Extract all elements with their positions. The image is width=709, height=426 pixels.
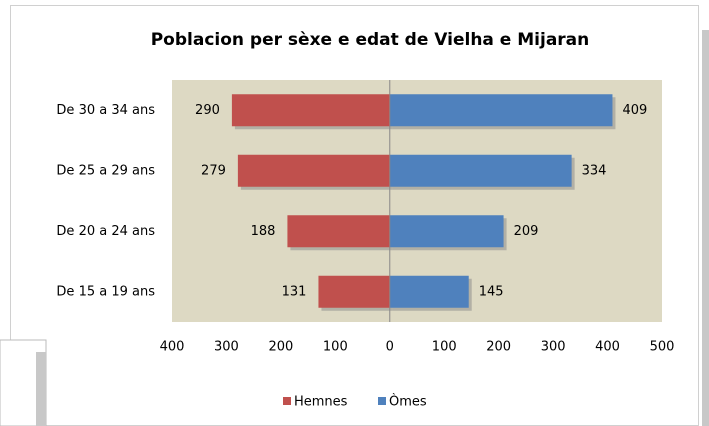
data-label: 209 (514, 224, 539, 239)
bar (389, 154, 572, 187)
data-label: 145 (479, 284, 504, 299)
x-tick-label: 100 (432, 340, 457, 355)
bar (389, 275, 469, 308)
x-tick-label: 400 (160, 340, 185, 355)
x-tick-label: 200 (268, 340, 293, 355)
data-label: 290 (195, 103, 220, 118)
x-tick-label: 300 (541, 340, 566, 355)
data-label: 334 (582, 163, 607, 178)
y-tick-label: De 15 a 19 ans (56, 284, 155, 299)
bar (389, 94, 613, 127)
chart-title: Poblacion per sèxe e edat de Vielha e Mi… (151, 30, 590, 50)
window-edge (702, 30, 709, 426)
window-fragment-bar (36, 352, 46, 426)
bar (231, 94, 390, 127)
data-label: 409 (622, 103, 647, 118)
x-tick-label: 200 (486, 340, 511, 355)
legend-label: Òmes (389, 394, 427, 410)
x-tick-label: 500 (650, 340, 675, 355)
x-tick-label: 400 (595, 340, 620, 355)
data-label: 279 (201, 163, 226, 178)
data-label: 131 (282, 284, 307, 299)
y-tick-label: De 30 a 34 ans (56, 103, 155, 118)
y-tick-label: De 25 a 29 ans (56, 163, 155, 178)
bar (389, 215, 504, 248)
x-tick-label: 0 (386, 340, 394, 355)
bar (287, 215, 390, 248)
legend-label: Hemnes (294, 395, 348, 410)
data-label: 188 (251, 224, 276, 239)
legend-swatch (378, 397, 386, 405)
x-tick-label: 300 (214, 340, 239, 355)
bar (318, 275, 390, 308)
x-tick-label: 100 (323, 340, 348, 355)
bar (237, 154, 390, 187)
legend-swatch (283, 397, 291, 405)
y-tick-label: De 20 a 24 ans (56, 224, 155, 239)
